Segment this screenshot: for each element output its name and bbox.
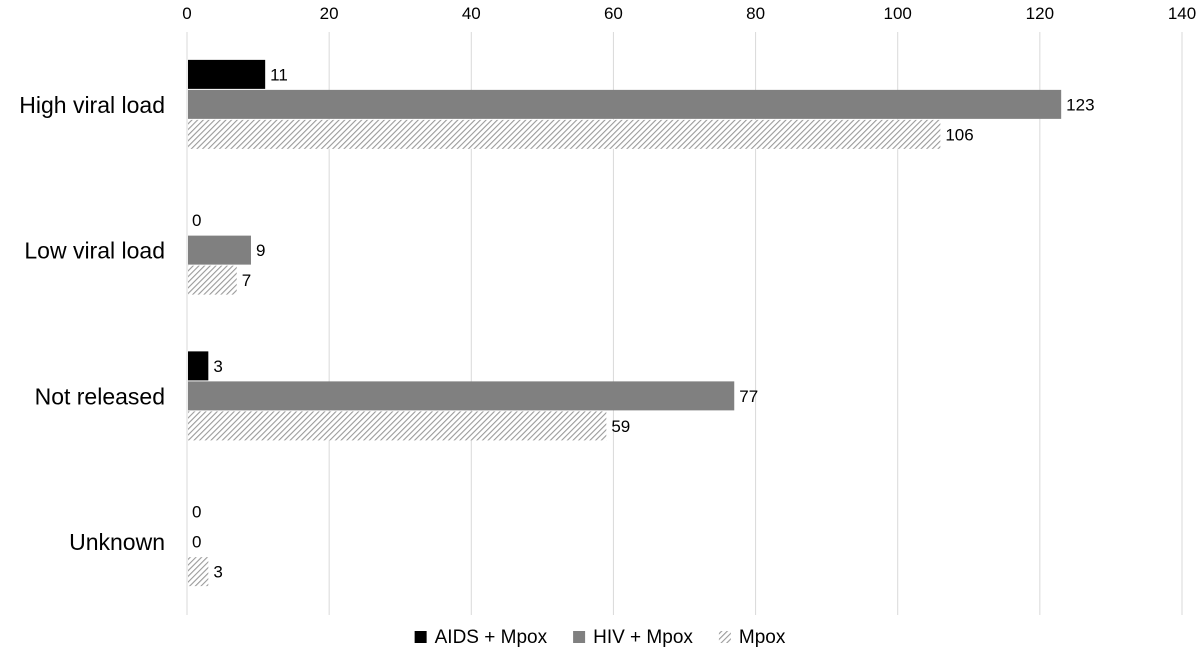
bar-aids-mpox-high-viral-load — [188, 59, 266, 89]
data-label-aids-mpox-not-released: 3 — [213, 357, 222, 376]
bar-mpox-unknown — [188, 557, 209, 587]
category-labels: High viral load Low viral load Not release… — [19, 92, 165, 555]
x-tick-label-120: 120 — [1026, 4, 1054, 23]
x-tick-label-40: 40 — [462, 4, 481, 23]
x-tick-label-80: 80 — [746, 4, 765, 23]
bar-mpox-high-viral-load — [188, 119, 941, 149]
x-tick-label-60: 60 — [604, 4, 623, 23]
bars — [188, 59, 1062, 587]
category-label-not-released: Not released — [35, 383, 165, 409]
data-label-mpox-low-viral-load: 7 — [242, 271, 251, 290]
bar-mpox-not-released — [188, 411, 607, 441]
x-tick-label-0: 0 — [182, 4, 191, 23]
data-label-mpox-not-released: 59 — [611, 417, 630, 436]
bar-hiv-mpox-low-viral-load — [188, 235, 251, 265]
legend-label-mpox: Mpox — [739, 627, 786, 648]
legend-swatch-hiv-mpox — [573, 631, 586, 643]
legend-label-aids-mpox: AIDS + Mpox — [435, 627, 548, 648]
data-label-hiv-mpox-high-viral-load: 123 — [1066, 95, 1094, 114]
legend-swatch-aids-mpox — [414, 631, 427, 643]
x-axis-ticks: 0 20 40 60 80 100 120 140 — [182, 4, 1196, 23]
bar-hiv-mpox-not-released — [188, 381, 735, 411]
category-label-low-viral-load: Low viral load — [24, 238, 165, 264]
legend-swatch-mpox — [718, 631, 731, 643]
gridlines — [328, 32, 1183, 615]
x-tick-label-20: 20 — [320, 4, 339, 23]
legend: AIDS + Mpox HIV + Mpox Mpox — [414, 627, 786, 648]
data-label-aids-mpox-high-viral-load: 11 — [270, 65, 288, 84]
bar-hiv-mpox-high-viral-load — [188, 89, 1062, 119]
category-label-unknown: Unknown — [69, 529, 165, 555]
data-label-mpox-high-viral-load: 106 — [945, 125, 973, 144]
data-label-hiv-mpox-low-viral-load: 9 — [256, 241, 265, 260]
legend-label-hiv-mpox: HIV + Mpox — [593, 627, 693, 648]
bar-aids-mpox-not-released — [188, 351, 209, 381]
data-label-hiv-mpox-unknown: 0 — [192, 533, 201, 552]
bar-mpox-low-viral-load — [188, 265, 237, 295]
x-tick-label-100: 100 — [884, 4, 912, 23]
x-tick-label-140: 140 — [1168, 4, 1196, 23]
category-label-high-viral-load: High viral load — [19, 92, 165, 118]
data-label-aids-mpox-unknown: 0 — [192, 503, 201, 522]
data-label-aids-mpox-low-viral-load: 0 — [192, 211, 201, 230]
data-label-mpox-unknown: 3 — [213, 563, 222, 582]
data-label-hiv-mpox-not-released: 77 — [739, 387, 758, 406]
